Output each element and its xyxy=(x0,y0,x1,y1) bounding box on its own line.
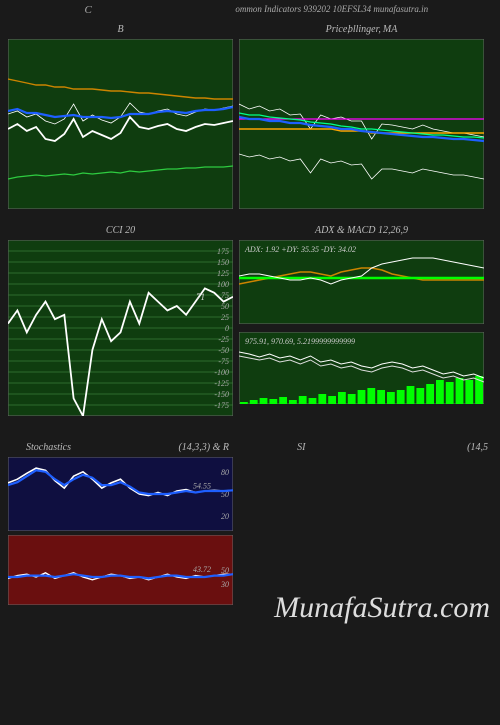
panel-adx: ADX & MACD 12,26,9 ADX: 1.92 +DY: 35.35 … xyxy=(239,223,484,416)
svg-text:-25: -25 xyxy=(218,335,229,344)
svg-text:-175: -175 xyxy=(214,401,229,410)
svg-text:-75: -75 xyxy=(218,357,229,366)
page-header: C ommon Indicators 939202 10EFSL34 munaf… xyxy=(0,0,500,22)
svg-text:-100: -100 xyxy=(214,368,229,377)
svg-text:175: 175 xyxy=(217,247,229,256)
chart-cci: 1751501251007550250-25-50-75-100-125-150… xyxy=(8,240,233,416)
svg-text:150: 150 xyxy=(217,258,229,267)
chart-b xyxy=(8,39,233,209)
svg-text:25: 25 xyxy=(221,313,229,322)
svg-text:43.72: 43.72 xyxy=(193,565,211,574)
svg-text:-125: -125 xyxy=(214,379,229,388)
svg-text:-50: -50 xyxy=(218,346,229,355)
svg-text:125: 125 xyxy=(217,269,229,278)
panel-stoch-title-l: Stochastics xyxy=(8,442,128,453)
panel-price-title-1: Price, xyxy=(326,24,350,35)
svg-text:-150: -150 xyxy=(214,390,229,399)
watermark: MunafaSutra.com xyxy=(274,591,490,625)
row-2: CCI 20 1751501251007550250-25-50-75-100-… xyxy=(0,223,500,430)
chart-stoch-top: 80502054.55 xyxy=(8,457,233,531)
svg-text:100: 100 xyxy=(217,280,229,289)
panel-si-title-l: SI xyxy=(239,442,364,453)
svg-text:54.55: 54.55 xyxy=(193,481,211,490)
panel-b-title: B xyxy=(8,24,233,35)
chart-stoch-bottom: 503043.72 xyxy=(8,535,233,605)
panel-price-title-3: MA xyxy=(383,24,397,35)
svg-text:ADX: 1.92 +DY: 35.35 -DY: 34.: ADX: 1.92 +DY: 35.35 -DY: 34.02 xyxy=(244,245,356,254)
svg-text:30: 30 xyxy=(220,580,229,589)
panel-b: B xyxy=(8,22,233,209)
panel-si-title-r: (14,5 xyxy=(364,442,493,453)
chart-adx-top: ADX: 1.92 +DY: 35.35 -DY: 34.02 xyxy=(239,240,484,324)
header-left: C xyxy=(72,4,92,16)
svg-text:0: 0 xyxy=(225,324,229,333)
svg-text:71: 71 xyxy=(196,292,205,302)
panel-price-title-2: bllinger, xyxy=(348,24,381,35)
chart-adx-bottom: 975.91, 970.69, 5.2199999999999 xyxy=(239,332,484,404)
panel-price: Price, bllinger, MA xyxy=(239,22,484,209)
chart-price xyxy=(239,39,484,209)
panel-stoch: Stochastics (14,3,3) & R 80502054.55 503… xyxy=(8,440,233,605)
row-1: B Price, bllinger, MA xyxy=(0,22,500,223)
svg-text:975.91, 970.69, 5.219999999999: 975.91, 970.69, 5.2199999999999 xyxy=(245,337,355,346)
svg-text:50: 50 xyxy=(221,302,229,311)
panel-cci: CCI 20 1751501251007550250-25-50-75-100-… xyxy=(8,223,233,416)
panel-si: SI (14,5 xyxy=(239,440,492,605)
panel-cci-title: CCI 20 xyxy=(8,225,233,236)
header-mid: ommon Indicators 939202 10EFSL34 munafas… xyxy=(235,4,428,16)
svg-text:20: 20 xyxy=(221,512,229,521)
svg-text:80: 80 xyxy=(221,468,229,477)
panel-stoch-title-r: (14,3,3) & R xyxy=(128,442,234,453)
panel-adx-title: ADX & MACD 12,26,9 xyxy=(239,225,484,236)
